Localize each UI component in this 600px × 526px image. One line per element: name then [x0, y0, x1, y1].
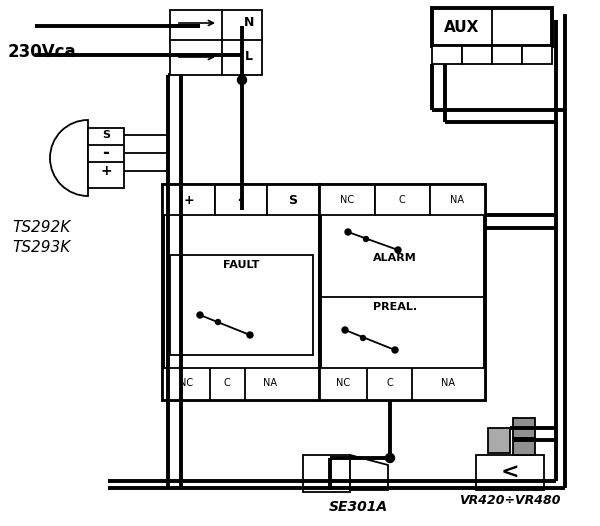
Text: TS292K: TS292K: [12, 220, 70, 236]
Text: C: C: [224, 378, 230, 388]
Bar: [320, 185, 485, 400]
Bar: [513, 438, 535, 455]
Circle shape: [345, 229, 351, 235]
Text: NA: NA: [263, 378, 277, 388]
Circle shape: [392, 347, 398, 353]
Circle shape: [238, 50, 247, 59]
Bar: [163, 368, 320, 400]
Text: 230Vca: 230Vca: [8, 43, 77, 61]
Text: C: C: [398, 195, 406, 205]
Text: ALARM: ALARM: [373, 253, 417, 263]
Bar: [320, 368, 485, 400]
Bar: [215, 185, 267, 215]
Text: <: <: [500, 463, 520, 483]
Circle shape: [196, 22, 205, 31]
Circle shape: [395, 247, 401, 253]
Bar: [476, 455, 544, 490]
Text: S: S: [289, 194, 298, 207]
Bar: [163, 185, 215, 215]
Polygon shape: [350, 455, 388, 490]
Bar: [170, 255, 313, 355]
Text: NA: NA: [450, 195, 464, 205]
Text: -: -: [103, 144, 109, 162]
Bar: [375, 185, 430, 215]
Text: PREAL.: PREAL.: [373, 302, 417, 312]
Wedge shape: [50, 120, 88, 196]
Circle shape: [386, 453, 395, 462]
Bar: [163, 185, 320, 400]
Circle shape: [197, 312, 203, 318]
Text: N: N: [244, 16, 254, 29]
Bar: [303, 455, 350, 492]
Text: NC: NC: [179, 378, 193, 388]
Text: S: S: [102, 130, 110, 140]
Text: TS293K: TS293K: [12, 240, 70, 256]
Bar: [267, 185, 320, 215]
Text: -: -: [238, 191, 244, 209]
Bar: [170, 10, 262, 75]
Circle shape: [364, 237, 368, 241]
Text: FAULT: FAULT: [223, 260, 259, 270]
Text: AUX: AUX: [445, 19, 479, 35]
Text: +: +: [184, 194, 194, 207]
Circle shape: [342, 327, 348, 333]
Bar: [488, 428, 510, 453]
Text: NC: NC: [336, 378, 350, 388]
Bar: [88, 128, 124, 188]
Circle shape: [238, 76, 247, 85]
Circle shape: [215, 319, 221, 325]
Text: C: C: [386, 378, 394, 388]
Circle shape: [361, 336, 365, 340]
Bar: [513, 418, 535, 438]
Text: L: L: [245, 50, 253, 64]
Text: NC: NC: [340, 195, 354, 205]
Bar: [462, 46, 492, 64]
Text: VR420÷VR480: VR420÷VR480: [459, 493, 561, 507]
Circle shape: [247, 332, 253, 338]
Bar: [320, 185, 375, 215]
Text: NA: NA: [441, 378, 455, 388]
Bar: [432, 46, 462, 64]
Text: +: +: [100, 164, 112, 178]
Bar: [430, 185, 485, 215]
Text: SE301A: SE301A: [328, 500, 388, 514]
Bar: [492, 46, 522, 64]
Bar: [522, 46, 552, 64]
Bar: [432, 8, 552, 46]
